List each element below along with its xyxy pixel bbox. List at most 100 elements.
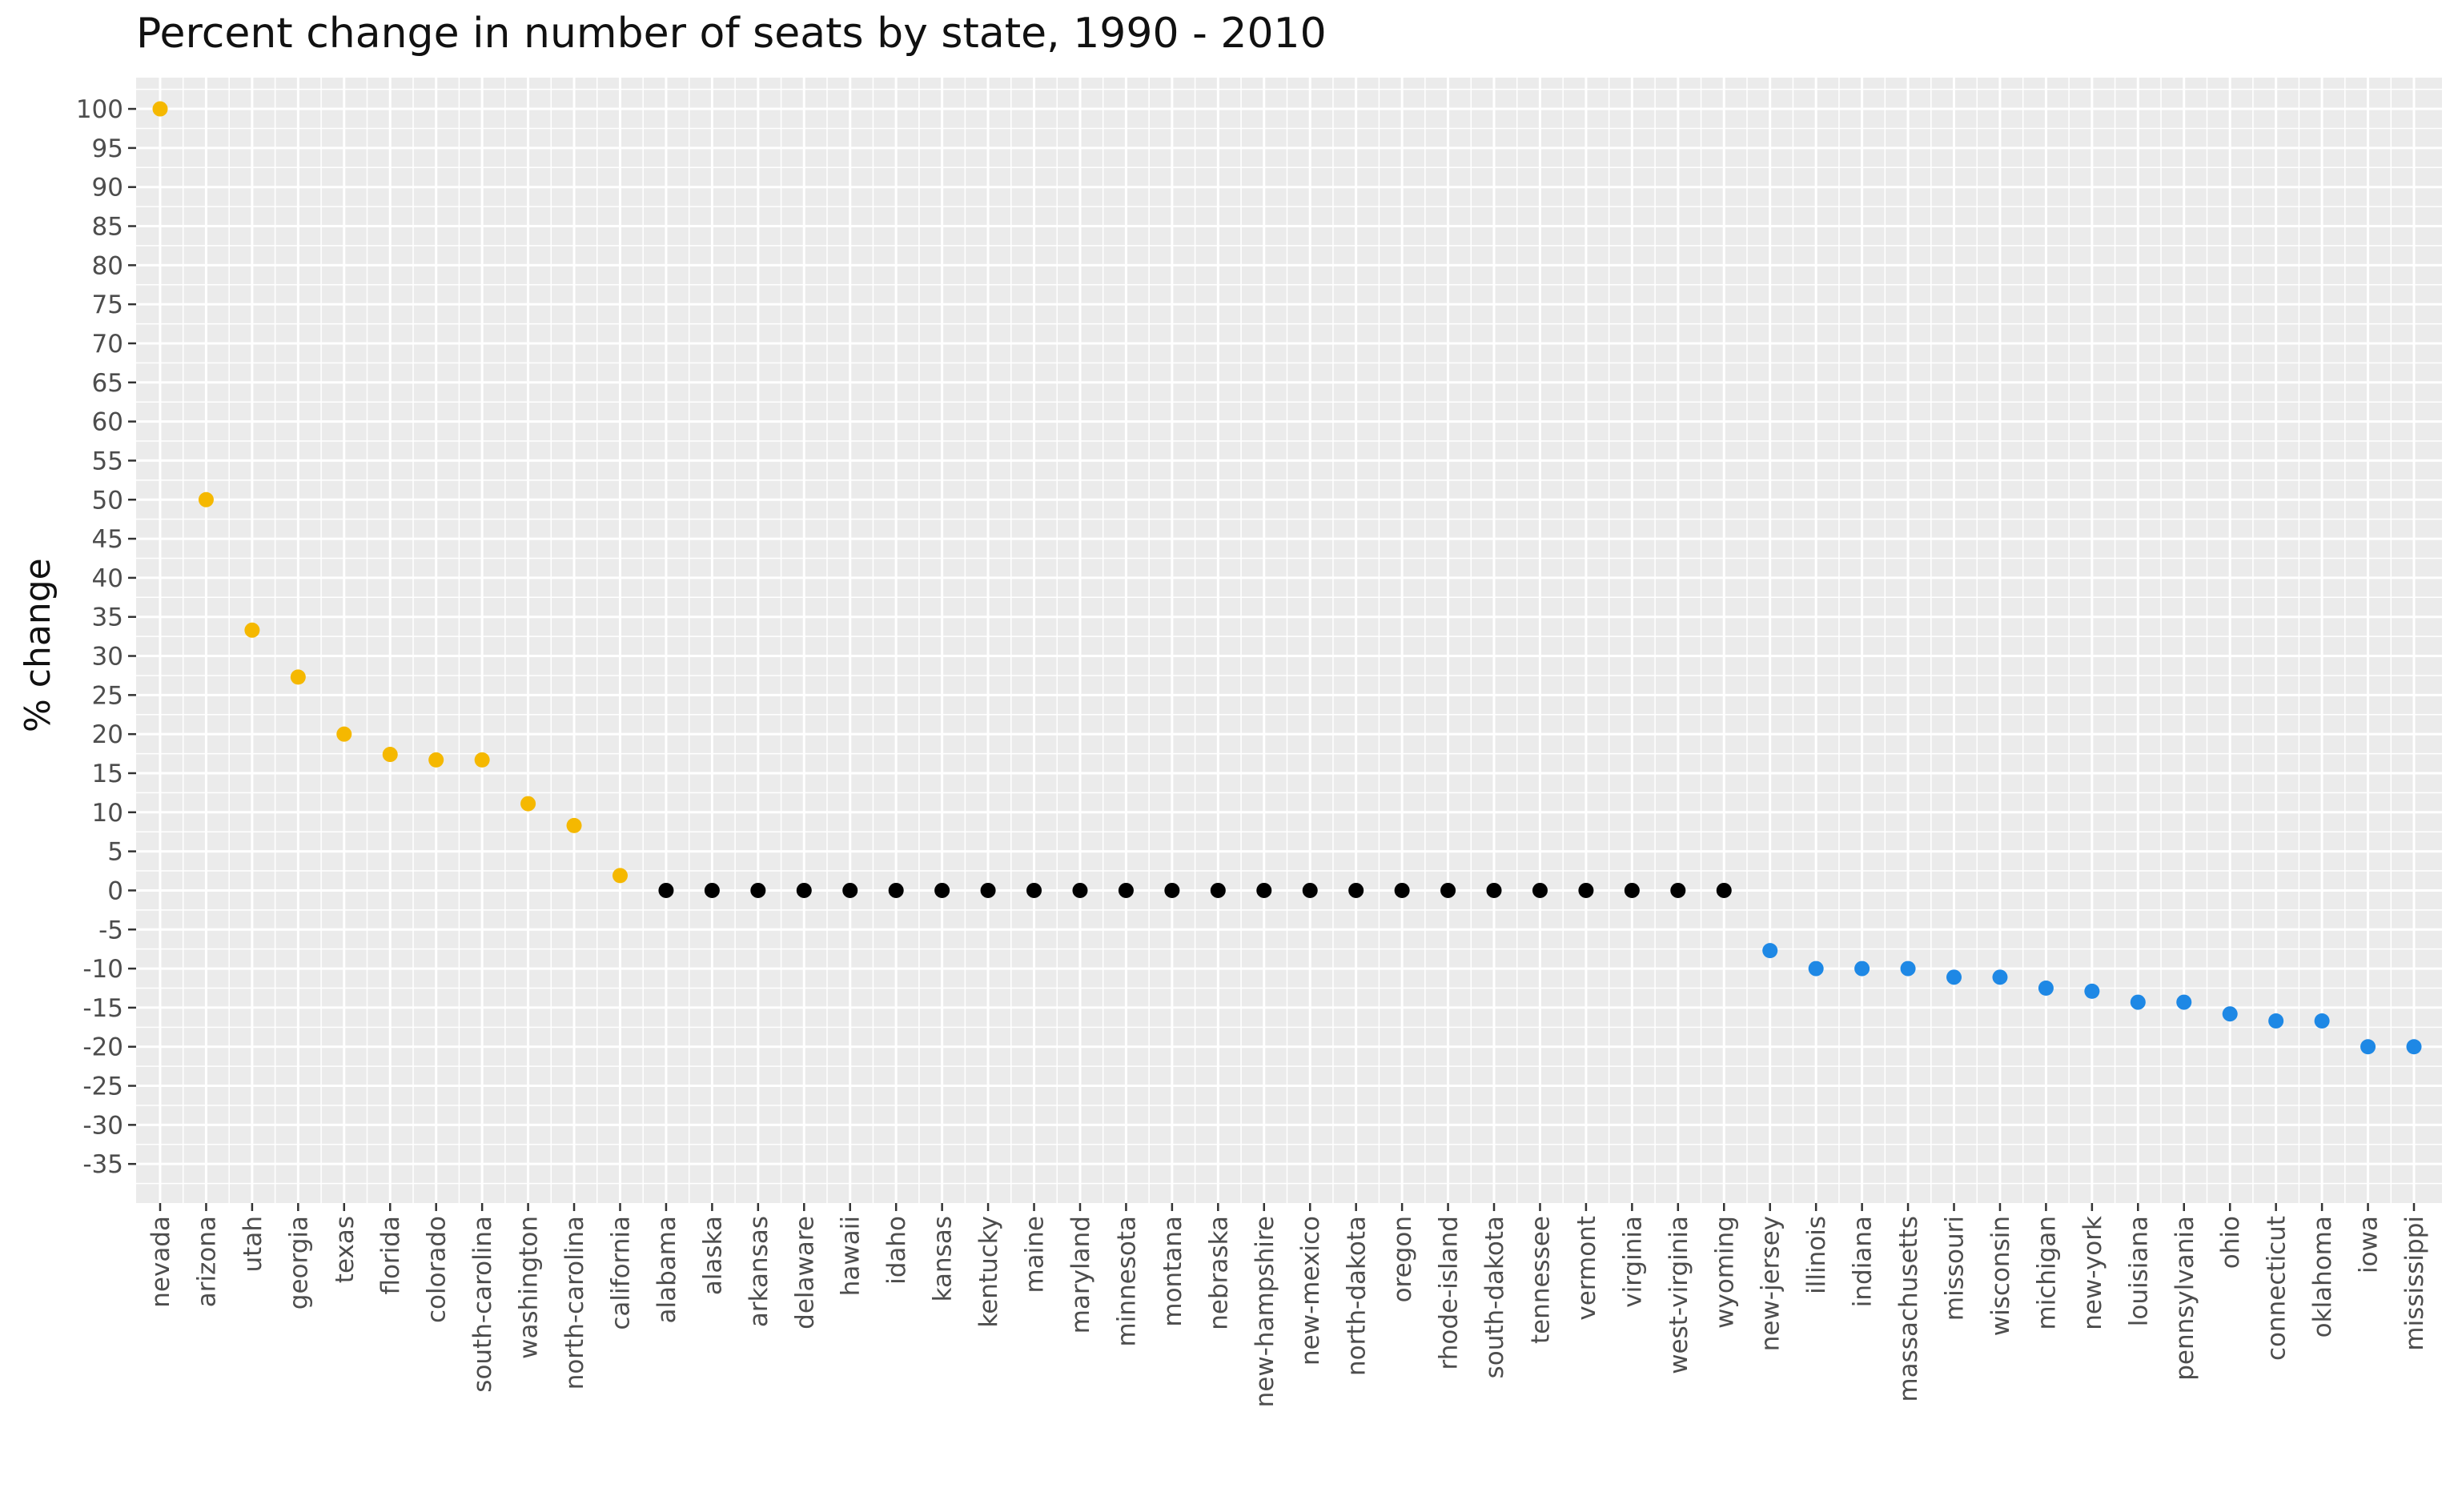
y-tick-label: 85 [92,213,123,242]
x-tick-label: michigan [2032,1216,2061,1330]
x-tick-label: south-carolina [468,1216,497,1393]
data-point-massachusetts [1900,961,1916,977]
data-point-missouri [1946,969,1962,985]
y-tick-label: 90 [92,174,123,203]
x-tick-label: louisiana [2124,1216,2153,1326]
y-tick-label: 5 [107,838,123,867]
y-tick-label: -5 [98,916,123,944]
x-tick-label: south-dakota [1480,1216,1509,1378]
data-point-oklahoma [2314,1013,2330,1029]
y-tick-label: 60 [92,408,123,437]
data-point-texas [336,726,352,742]
data-point-west-virginia [1670,882,1686,898]
y-axis-ticks: 1009590858075706560555045403530252015105… [76,95,136,1179]
x-tick-label: north-dakota [1343,1216,1372,1376]
y-tick-label: 65 [92,369,123,398]
data-point-california [612,868,628,884]
data-point-alaska [704,882,720,898]
x-tick-label: washington [515,1216,544,1359]
x-tick-label: texas [331,1216,359,1283]
data-point-georgia [290,669,306,685]
x-tick-label: vermont [1572,1216,1601,1321]
data-point-north-dakota [1348,882,1364,898]
y-tick-label: 10 [92,799,123,828]
data-point-north-carolina [566,817,582,833]
y-tick-label: 20 [92,720,123,749]
y-tick-label: 30 [92,643,123,672]
x-tick-label: alabama [653,1216,681,1323]
y-tick-label: 0 [107,876,123,905]
data-point-minnesota [1118,882,1134,898]
data-point-nevada [152,101,168,117]
x-tick-label: maine [1021,1216,1050,1293]
data-point-illinois [1808,961,1824,977]
y-tick-label: 95 [92,134,123,163]
y-tick-label: -30 [82,1111,123,1140]
data-point-oregon [1394,882,1410,898]
x-tick-label: virginia [1618,1216,1647,1308]
x-tick-label: connecticut [2263,1216,2291,1361]
data-point-south-dakota [1486,882,1502,898]
data-point-arkansas [750,882,766,898]
data-point-new-jersey [1762,943,1778,959]
x-tick-label: arizona [192,1216,221,1307]
x-tick-label: oregon [1388,1216,1417,1302]
x-tick-label: colorado [423,1216,452,1323]
x-tick-label: maryland [1066,1216,1095,1334]
y-tick-label: 35 [92,604,123,632]
x-tick-label: missouri [1941,1216,1970,1321]
x-tick-label: kansas [929,1216,958,1301]
x-tick-label: nebraska [1204,1216,1233,1330]
y-tick-label: 100 [76,95,123,124]
y-tick-label: 75 [92,291,123,319]
data-point-wyoming [1716,882,1732,898]
x-tick-label: ohio [2216,1216,2245,1269]
y-tick-label: -10 [82,955,123,984]
x-tick-label: north-carolina [560,1216,589,1390]
x-tick-label: oklahoma [2308,1216,2337,1338]
data-point-alabama [658,882,674,898]
x-axis-ticks: nevada arizona utah georgia texas florida colo… [147,1203,2429,1407]
data-point-iowa [2360,1039,2376,1055]
x-tick-label: iowa [2355,1216,2384,1273]
x-tick-label: alaska [698,1216,727,1295]
x-tick-label: hawaii [837,1216,866,1296]
data-point-rhode-island [1440,882,1456,898]
data-point-maine [1026,882,1042,898]
x-tick-label: illinois [1802,1216,1831,1294]
data-point-louisiana [2130,994,2146,1010]
y-tick-label: 70 [92,330,123,359]
x-tick-label: georgia [284,1216,313,1309]
y-tick-label: -15 [82,994,123,1023]
x-tick-label: massachusetts [1894,1216,1923,1402]
x-tick-label: tennessee [1526,1216,1555,1344]
data-point-washington [520,796,536,812]
x-tick-label: florida [376,1216,405,1295]
data-point-idaho [888,882,904,898]
x-tick-label: montana [1159,1216,1187,1327]
data-point-nebraska [1210,882,1226,898]
data-point-wisconsin [1992,969,2008,985]
x-tick-label: new-hampshire [1251,1216,1279,1407]
x-tick-label: nevada [147,1216,175,1308]
y-tick-label: -25 [82,1073,123,1101]
data-point-connecticut [2268,1013,2284,1029]
data-point-kansas [934,882,950,898]
data-point-maryland [1072,882,1088,898]
y-tick-label: 45 [92,525,123,554]
y-tick-label: -35 [82,1150,123,1179]
x-tick-label: kentucky [974,1216,1003,1328]
x-tick-label: new-mexico [1296,1216,1325,1366]
x-tick-label: minnesota [1112,1216,1141,1346]
data-point-south-carolina [474,752,490,768]
data-point-pennsylvania [2176,994,2192,1010]
x-tick-label: arkansas [745,1216,773,1327]
y-tick-label: 50 [92,486,123,515]
x-tick-label: utah [239,1216,267,1272]
x-tick-label: wisconsin [1986,1216,2015,1336]
y-tick-label: 80 [92,251,123,280]
data-point-arizona [198,491,214,507]
x-tick-label: delaware [790,1216,819,1330]
x-tick-label: new-jersey [1757,1216,1785,1351]
data-point-new-mexico [1302,882,1318,898]
